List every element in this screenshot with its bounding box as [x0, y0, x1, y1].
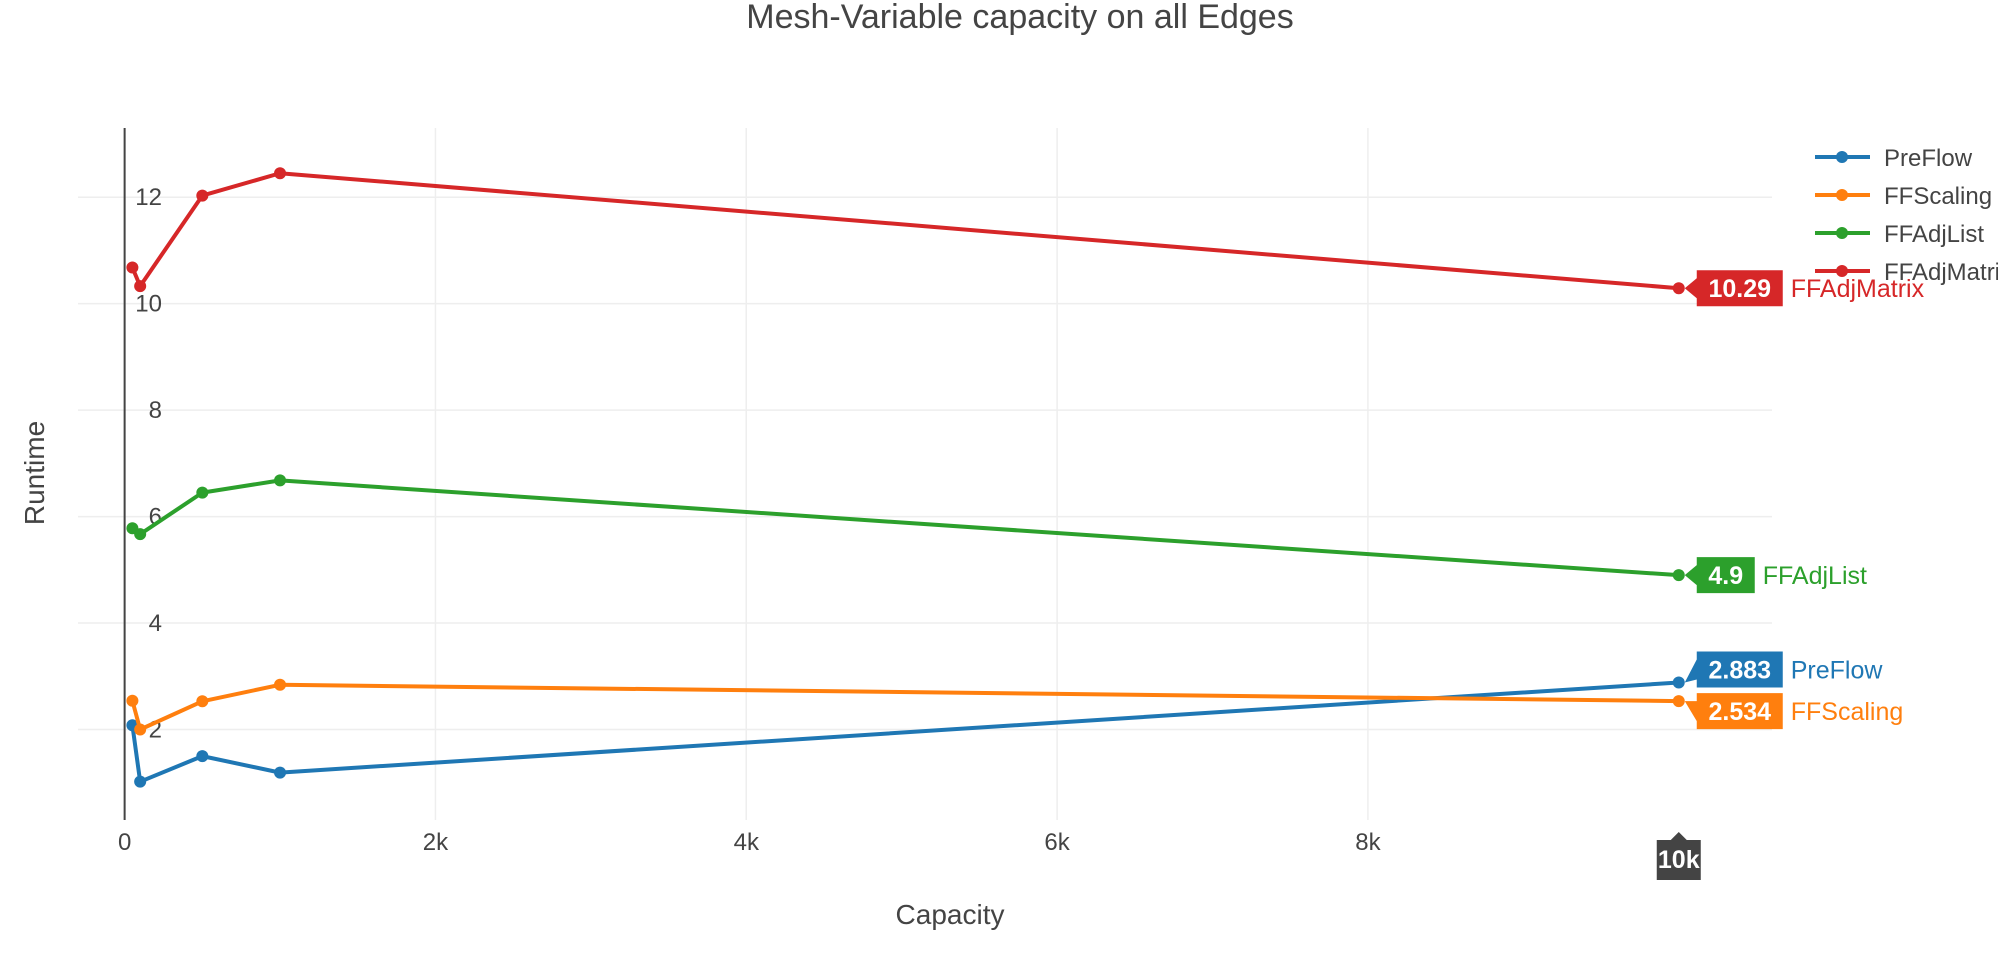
hover-value-ffadjmatrix: 10.29 [1708, 275, 1771, 303]
x-tick-label: 0 [118, 829, 131, 856]
data-point-ffscaling[interactable] [126, 694, 139, 707]
hover-name-ffadjmatrix: FFAdjMatrix [1791, 275, 1925, 303]
legend-label: FFAdjList [1884, 221, 1984, 248]
data-point-ffadjlist[interactable] [1672, 569, 1685, 582]
chart-title: Mesh-Variable capacity on all Edges [746, 0, 1293, 36]
legend-item-ffscaling[interactable]: FFScaling [1815, 183, 1992, 210]
hover-value-preflow: 2.883 [1708, 657, 1771, 685]
y-tick-label: 4 [149, 610, 162, 637]
series-ffscaling [126, 678, 1685, 736]
hover-box-preflow [1684, 651, 1783, 688]
data-point-preflow[interactable] [196, 750, 209, 763]
hover-value-ffscaling: 2.534 [1708, 698, 1771, 726]
data-point-ffadjmatrix[interactable] [126, 261, 139, 274]
hover-box-ffscaling [1684, 693, 1783, 730]
hover-name-ffadjlist: FFAdjList [1763, 562, 1867, 590]
series-layer [126, 167, 1685, 788]
legend-swatch-marker [1836, 227, 1848, 239]
legend-label: FFAdjMatrix [1884, 259, 1998, 286]
legend-swatch-marker [1836, 265, 1848, 277]
x-hover-box [1656, 832, 1701, 880]
legend-label: FFScaling [1884, 183, 1992, 210]
y-tick-label: 8 [149, 397, 162, 424]
x-tick-label: 6k [1044, 829, 1070, 856]
data-point-ffscaling[interactable] [274, 678, 287, 691]
data-point-preflow[interactable] [1672, 676, 1685, 689]
hover-label-ffadjmatrix: 10.29 FFAdjMatrix [1684, 270, 1925, 307]
legend-label: PreFlow [1884, 145, 1973, 172]
series-ffadjmatrix [126, 167, 1685, 295]
series-preflow [126, 676, 1685, 788]
x-axis-title: Capacity [896, 899, 1005, 930]
hover-box-ffadjmatrix [1684, 270, 1783, 307]
x-tick-label: 2k [423, 829, 449, 856]
legend-item-ffadjlist[interactable]: FFAdjList [1815, 221, 1984, 248]
legend-item-preflow[interactable]: PreFlow [1815, 145, 1973, 172]
hover-label-ffadjlist: 4.9 FFAdjList [1684, 557, 1867, 594]
hover-layer: 10k 10.29 FFAdjMatrix 4.9 FFAdjList 2.883 PreF… [1656, 270, 1925, 880]
gridlines [78, 128, 1772, 820]
data-point-ffadjlist[interactable] [196, 486, 209, 499]
data-point-ffscaling[interactable] [134, 723, 147, 736]
series-line-ffscaling [130, 682, 1679, 732]
data-point-ffadjmatrix[interactable] [134, 280, 147, 293]
hover-name-ffscaling: FFScaling [1791, 698, 1904, 726]
series-ffadjlist [126, 474, 1685, 582]
data-point-ffadjmatrix[interactable] [196, 189, 209, 202]
x-tick-label: 4k [734, 829, 760, 856]
series-line-ffadjmatrix [130, 171, 1679, 291]
hover-value-ffadjlist: 4.9 [1708, 562, 1743, 590]
y-tick-label: 12 [135, 184, 162, 211]
data-point-ffadjlist[interactable] [134, 528, 147, 541]
data-point-ffadjmatrix[interactable] [1672, 282, 1685, 295]
x-tick-label: 8k [1355, 829, 1381, 856]
hover-label-preflow: 2.883 PreFlow [1684, 651, 1884, 688]
legend-swatch-marker [1836, 151, 1848, 163]
data-point-preflow[interactable] [274, 766, 287, 779]
legend-swatch-marker [1836, 189, 1848, 201]
series-line-ffadjlist [131, 478, 1679, 578]
hover-label-ffscaling: 2.534 FFScaling [1684, 693, 1904, 730]
x-hover-label: 10k [1656, 832, 1701, 880]
x-tick-labels: 0 2k 4k 6k 8k [118, 829, 1382, 856]
y-tick-label: 10 [135, 291, 162, 318]
y-axis-title: Runtime [19, 421, 50, 525]
x-hover-text: 10k [1658, 846, 1700, 874]
hover-name-preflow: PreFlow [1791, 657, 1884, 685]
data-point-ffadjlist[interactable] [274, 474, 287, 487]
data-point-ffscaling[interactable] [1672, 695, 1685, 708]
data-point-preflow[interactable] [134, 775, 147, 788]
legend-item-ffadjmatrix[interactable]: FFAdjMatrix [1815, 259, 1998, 286]
hover-box-ffadjlist [1684, 557, 1755, 594]
data-point-ffadjmatrix[interactable] [274, 167, 287, 180]
data-point-ffscaling[interactable] [196, 695, 209, 708]
legend[interactable]: PreFlow FFScaling FFAdjList FFAdjMatrix [1815, 145, 1998, 286]
